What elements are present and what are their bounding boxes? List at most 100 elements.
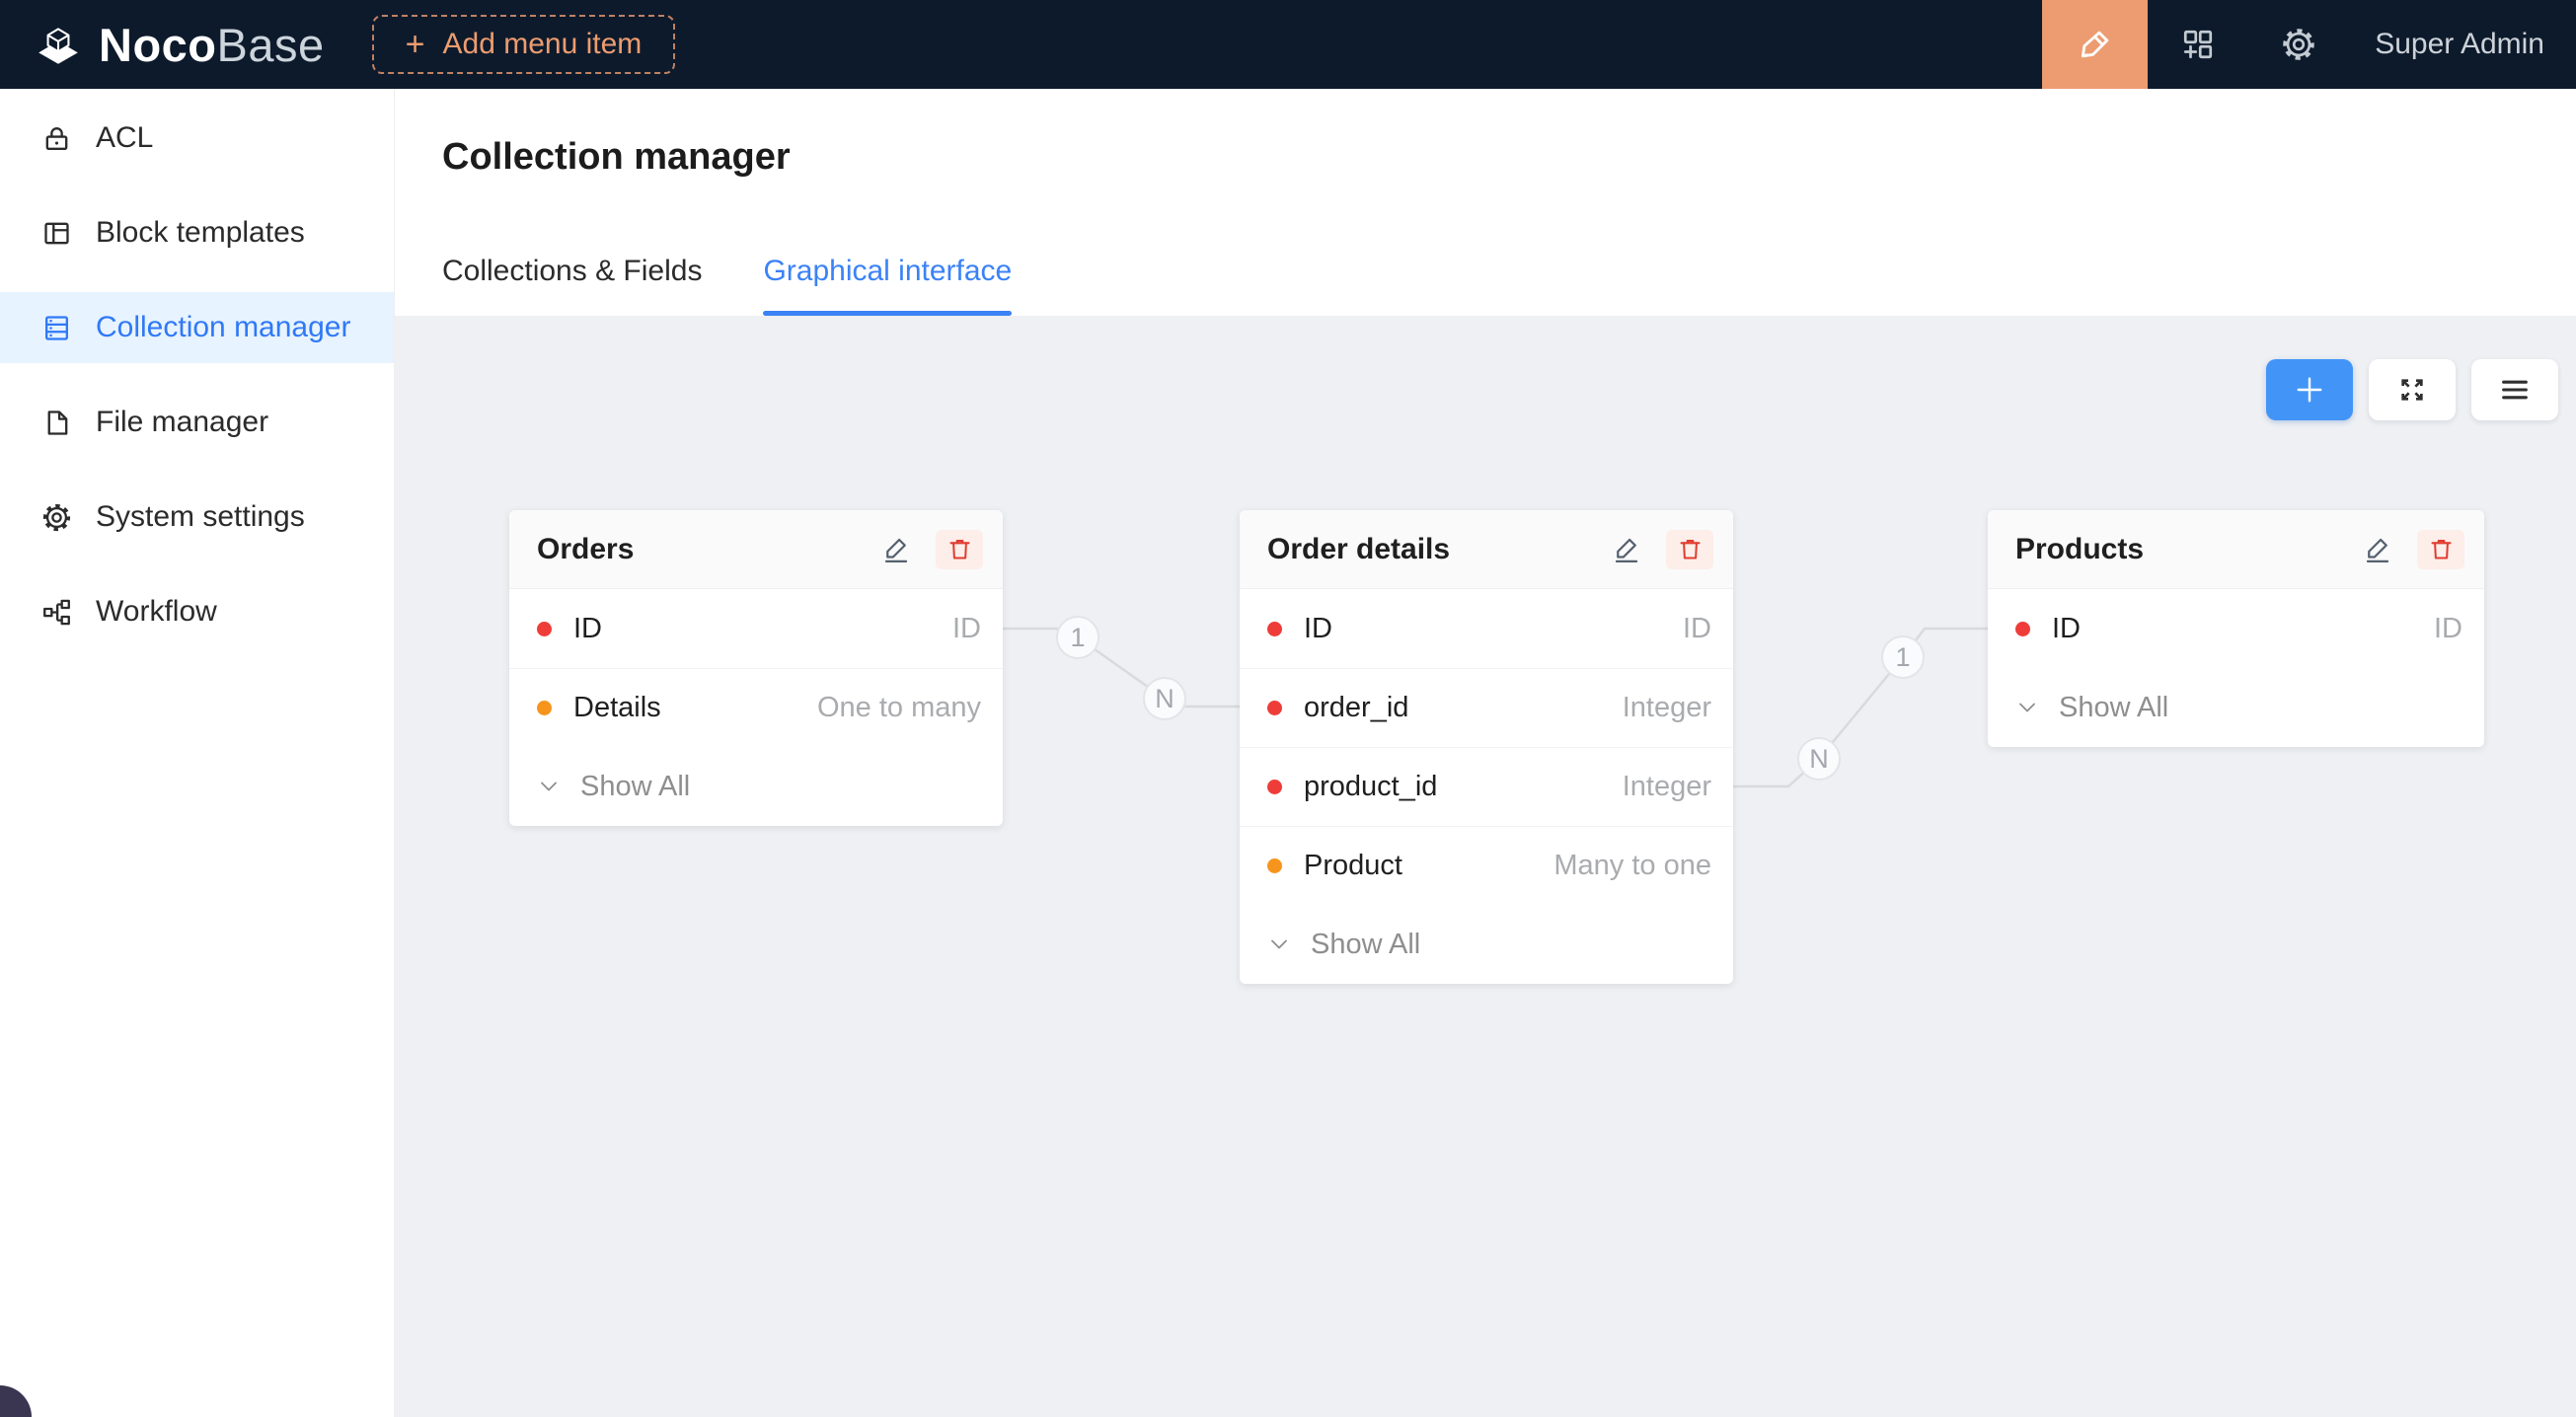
sidebar-item-collection-manager[interactable]: Collection manager — [0, 292, 394, 363]
sidebar-item-workflow[interactable]: Workflow — [0, 576, 394, 647]
field-type: Integer — [1622, 771, 1711, 802]
nocobase-logo-icon — [38, 28, 78, 64]
field-name: Product — [1304, 850, 1402, 881]
sidebar: ACL Block templates Collection manager F… — [0, 89, 395, 1417]
user-menu[interactable]: Super Admin — [2375, 28, 2544, 60]
sidebar-item-label: Workflow — [96, 595, 217, 628]
entity-header: Order details — [1240, 510, 1733, 589]
cardinality-badge-many: N — [1143, 677, 1186, 720]
sidebar-item-file-manager[interactable]: File manager — [0, 387, 394, 458]
logo-text: NocoBase — [99, 18, 325, 72]
relation-dot — [1267, 858, 1282, 873]
show-all-label: Show All — [580, 770, 691, 802]
show-all-toggle[interactable]: Show All — [509, 747, 1003, 826]
field-row[interactable]: Details One to many — [509, 668, 1003, 747]
edit-collection-button[interactable] — [2358, 530, 2397, 569]
primary-key-dot — [2015, 621, 2030, 636]
gear-icon — [42, 503, 71, 531]
chevron-down-icon — [1271, 939, 1287, 949]
sidebar-item-system-settings[interactable]: System settings — [0, 482, 394, 553]
delete-collection-button[interactable] — [1666, 529, 1713, 569]
relation-edges — [1003, 627, 1988, 788]
header-actions: Super Admin — [2042, 0, 2576, 89]
entity-title: Products — [2015, 532, 2145, 565]
top-header: NocoBase + Add menu item — [0, 0, 2576, 89]
cardinality-badge-one: 1 — [1881, 635, 1925, 679]
entity-header: Products — [1988, 510, 2484, 589]
entity-card-order-details[interactable]: Order details ID ID order_id Integer — [1240, 510, 1733, 984]
ui-editor-button[interactable] — [2042, 0, 2149, 89]
logo-base: Base — [216, 18, 325, 71]
nocobase-logo[interactable]: NocoBase — [0, 18, 325, 72]
logo-noco: Noco — [99, 18, 217, 71]
field-row[interactable]: ID ID — [1988, 589, 2484, 668]
page-title: Collection manager — [442, 136, 791, 178]
relation-dot — [537, 701, 552, 715]
settings-button[interactable] — [2248, 0, 2349, 89]
field-row[interactable]: ID ID — [509, 589, 1003, 668]
plus-icon — [2297, 377, 2322, 403]
add-menu-item-button[interactable]: + Add menu item — [371, 15, 676, 74]
cardinality-badge-many: N — [1797, 737, 1841, 781]
primary-key-dot — [537, 621, 552, 636]
cardinality-badge-one: 1 — [1056, 616, 1099, 659]
trash-icon — [948, 540, 970, 559]
show-all-toggle[interactable]: Show All — [1988, 668, 2484, 747]
sidebar-item-label: Block templates — [96, 216, 305, 249]
field-row[interactable]: ID ID — [1240, 589, 1733, 668]
sidebar-item-acl[interactable]: ACL — [0, 103, 394, 174]
plugin-manager-icon — [2184, 30, 2213, 59]
field-row[interactable]: product_id Integer — [1240, 747, 1733, 826]
hamburger-icon — [2502, 380, 2528, 400]
field-type: ID — [1683, 612, 1711, 644]
tab-graphical-interface[interactable]: Graphical interface — [763, 255, 1012, 316]
sidebar-item-label: Collection manager — [96, 311, 351, 343]
show-all-label: Show All — [2059, 691, 2169, 723]
workflow-icon — [43, 599, 70, 625]
erd-canvas[interactable]: 1 N N 1 Orders — [395, 316, 2576, 1417]
field-type: One to many — [816, 692, 981, 723]
plugin-manager-button[interactable] — [2148, 0, 2248, 89]
field-name: Details — [573, 692, 661, 723]
delete-collection-button[interactable] — [936, 529, 983, 569]
field-type: ID — [2434, 612, 2462, 644]
sidebar-item-label: System settings — [96, 500, 305, 533]
field-type: Many to one — [1553, 850, 1711, 881]
primary-key-dot — [1267, 621, 1282, 636]
plus-icon: + — [405, 26, 425, 63]
field-type: ID — [952, 612, 981, 644]
gear-icon — [2283, 29, 2314, 60]
add-collection-button[interactable] — [2266, 359, 2353, 420]
file-icon — [47, 410, 68, 435]
entity-header: Orders — [509, 510, 1003, 589]
content-header: Collection manager Collections & Fields … — [395, 89, 2576, 316]
highlighter-icon — [2081, 31, 2109, 58]
show-all-toggle[interactable]: Show All — [1240, 905, 1733, 984]
tab-collections-fields[interactable]: Collections & Fields — [442, 255, 703, 287]
layout-icon — [44, 222, 69, 244]
field-name: order_id — [1304, 692, 1409, 723]
edit-collection-button[interactable] — [876, 530, 916, 569]
trash-icon — [2430, 540, 2452, 559]
edit-pen-icon — [884, 538, 908, 562]
foreign-key-dot — [1267, 701, 1282, 715]
edit-collection-button[interactable] — [1607, 530, 1646, 569]
entity-card-products[interactable]: Products ID ID Show All — [1988, 510, 2484, 747]
field-name: product_id — [1304, 771, 1438, 802]
field-row[interactable]: Product Many to one — [1240, 826, 1733, 905]
entity-card-orders[interactable]: Orders ID ID Details One to many — [509, 510, 1003, 826]
edit-pen-icon — [1615, 538, 1638, 562]
chevron-down-icon — [541, 782, 557, 791]
entity-title: Order details — [1267, 532, 1451, 565]
tab-bar: Collections & Fields Graphical interface — [442, 255, 1012, 316]
sidebar-item-label: File manager — [96, 406, 269, 438]
sidebar-item-block-templates[interactable]: Block templates — [0, 197, 394, 268]
menu-button[interactable] — [2471, 359, 2558, 420]
sidebar-item-label: ACL — [96, 121, 154, 154]
field-row[interactable]: order_id Integer — [1240, 668, 1733, 747]
fullscreen-button[interactable] — [2369, 359, 2456, 420]
show-all-label: Show All — [1311, 928, 1421, 960]
collection-icon — [45, 315, 68, 340]
delete-collection-button[interactable] — [2417, 529, 2464, 569]
trash-icon — [1679, 540, 1701, 559]
